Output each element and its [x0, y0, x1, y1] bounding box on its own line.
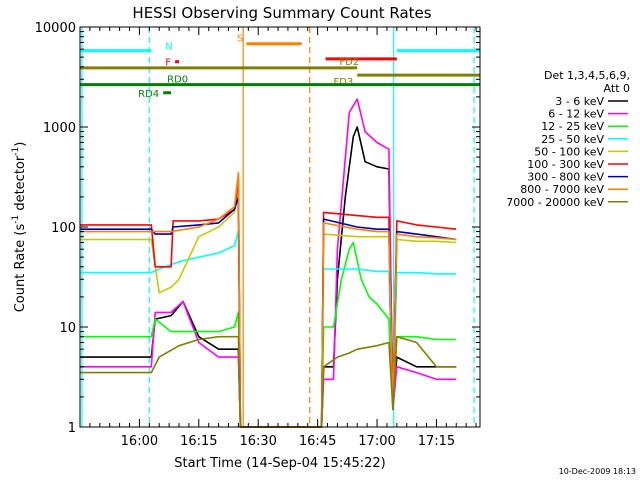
- x-tick-label: 17:00: [358, 434, 395, 449]
- x-tick-label: 16:45: [299, 434, 336, 449]
- y-tick-label: 1: [68, 421, 76, 436]
- series-line-5: [80, 178, 457, 428]
- plot-area: NF S FD2 FD3 RD0 RD4: [80, 27, 480, 428]
- flag-label-s: S: [237, 34, 243, 45]
- legend-label-4: 50 - 100 keV: [534, 145, 604, 158]
- legend-label-0: 3 - 6 keV: [555, 95, 604, 108]
- x-tick-label: 17:15: [418, 434, 455, 449]
- y-tick-label: 10: [59, 321, 76, 336]
- legend-label-8: 7000 - 20000 keV: [506, 196, 604, 209]
- flag-label-n: N: [165, 42, 172, 53]
- series-line-2: [80, 241, 457, 428]
- series-line-1: [80, 98, 457, 428]
- series-line-0: [80, 126, 457, 428]
- flag-label-rd4: RD4: [138, 89, 159, 100]
- x-tick-label: 16:15: [180, 434, 217, 449]
- series-line-4: [80, 181, 457, 428]
- legend-label-5: 100 - 300 keV: [527, 158, 604, 171]
- legend-label-3: 25 - 50 keV: [541, 133, 604, 146]
- legend-label-7: 800 - 7000 keV: [520, 183, 604, 196]
- x-tick-label: 16:00: [121, 434, 158, 449]
- x-axis: 16:00 16:15 16:30 16:45 17:00 17:15: [79, 27, 477, 449]
- series-line-7: [80, 171, 457, 428]
- y-tick-label: 10000: [35, 21, 76, 36]
- flag-label-fd3: FD3: [333, 77, 353, 88]
- x-axis-label: Start Time (14-Sep-04 15:45:22): [174, 456, 385, 471]
- timestamp: 10-Dec-2009 18:13: [559, 467, 636, 476]
- y-axis-label: Count Rate (s-1 detector-1): [11, 142, 28, 313]
- y-tick-label: 1000: [43, 121, 76, 136]
- y-tick-label: 100: [51, 221, 76, 236]
- chart-title: HESSI Observing Summary Count Rates: [132, 4, 431, 22]
- x-tick-label: 16:30: [239, 434, 276, 449]
- flag-label-rd0: RD0: [167, 75, 188, 86]
- legend-label-2: 12 - 25 keV: [541, 120, 604, 133]
- legend-title-line2: Att 0: [604, 82, 630, 95]
- flag-label-f: F: [165, 58, 171, 69]
- series-line-3: [80, 230, 457, 428]
- legend-label-1: 6 - 12 keV: [548, 108, 604, 121]
- y-axis: 1 10 100 1000 10000: [35, 21, 480, 436]
- legend-label-6: 300 - 800 keV: [527, 171, 604, 184]
- series-line-8: [80, 335, 457, 428]
- flag-label-fd2: FD2: [339, 57, 359, 68]
- legend-title-line1: Det 1,3,4,5,6,9,: [544, 69, 630, 82]
